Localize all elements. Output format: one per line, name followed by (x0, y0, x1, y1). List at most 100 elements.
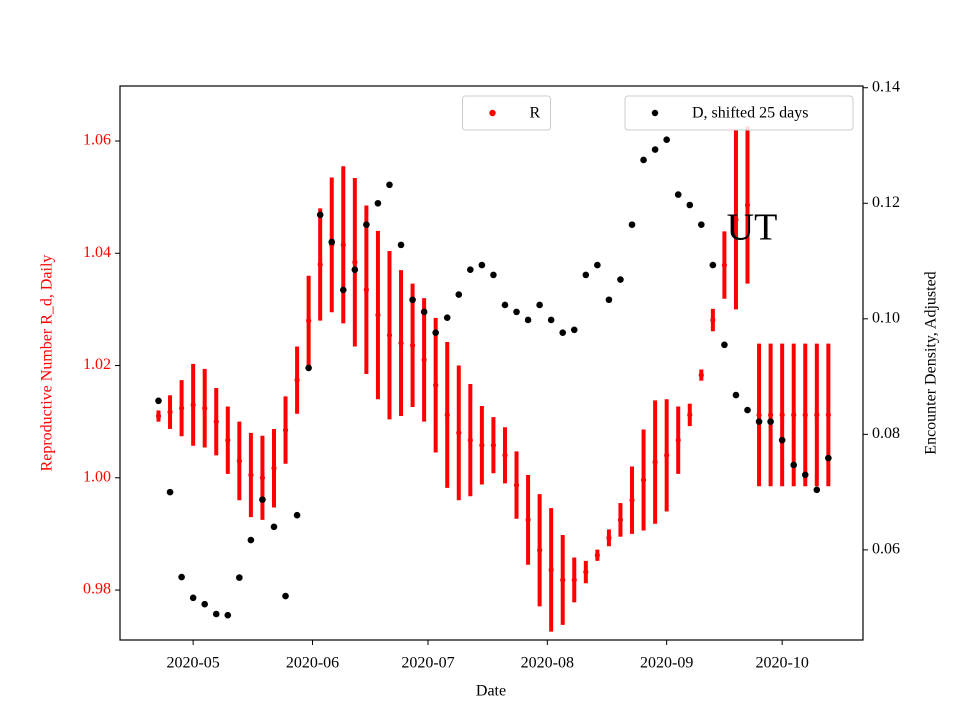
r-point (433, 382, 439, 388)
d-point (605, 296, 613, 304)
d-point (570, 326, 578, 334)
d-point (582, 271, 590, 279)
r-point (294, 377, 300, 383)
r-point (583, 569, 589, 575)
r-point (721, 262, 728, 268)
d-point (744, 406, 751, 414)
y2-tick-label: 0.12 (872, 194, 900, 211)
d-point (813, 486, 821, 494)
d-point (351, 266, 359, 274)
d-point (166, 488, 174, 496)
y-axis-label: Reproductive Number R_d, Daily (39, 255, 56, 472)
d-point (236, 574, 243, 581)
x-axis-label: Date (476, 683, 506, 700)
d-point (686, 201, 694, 209)
r-point (306, 318, 312, 324)
r-point (202, 405, 208, 411)
legend-marker (489, 109, 496, 117)
d-point (709, 261, 717, 269)
y2-tick-label: 0.06 (872, 541, 900, 558)
r-point (617, 517, 624, 523)
legend-box (462, 95, 551, 131)
legend-label: D, shifted 25 days (692, 105, 808, 122)
r-point (629, 497, 635, 503)
y2-tick-label: 0.14 (872, 78, 900, 95)
r-point (317, 261, 323, 268)
annotation: UT (727, 207, 778, 249)
r-point (490, 442, 497, 448)
r-point (386, 332, 393, 338)
d-point (247, 536, 255, 544)
r-point (710, 317, 716, 323)
y-tick-label: 1.02 (83, 356, 111, 373)
d-point (559, 329, 567, 336)
d-point (524, 316, 532, 324)
legend-label: R (530, 105, 541, 122)
d-point (155, 397, 162, 405)
r-point (606, 535, 612, 541)
d-point (386, 181, 393, 189)
r-point (502, 452, 508, 458)
r-point (802, 412, 808, 418)
d-point (259, 496, 266, 503)
d-point (801, 471, 809, 479)
d-point (305, 364, 312, 372)
r-point (421, 357, 427, 363)
r-point (687, 412, 693, 418)
y2-tick-label: 0.10 (872, 309, 900, 326)
r-point (375, 312, 381, 318)
d-point (224, 611, 232, 619)
y2-axis-label: Encounter Density, Adjusted (923, 271, 940, 454)
r-point (236, 458, 242, 464)
d-point (328, 238, 336, 246)
d-point (755, 418, 763, 425)
d-point (293, 511, 301, 519)
d-point (501, 301, 509, 309)
d-point (628, 221, 636, 228)
r-point (525, 517, 531, 523)
r-point (271, 465, 277, 471)
y-tick-label: 1.04 (83, 244, 111, 261)
axes-frame (119, 85, 864, 641)
d-point (420, 308, 428, 316)
d-point (363, 221, 370, 228)
r-point (594, 552, 600, 558)
d-point (467, 266, 474, 274)
r-point (178, 405, 185, 411)
d-point (790, 461, 798, 469)
legend-marker (651, 109, 659, 117)
d-point (825, 454, 832, 462)
r-point (825, 412, 831, 418)
d-point (513, 308, 520, 316)
d-point (455, 291, 463, 298)
d-point (189, 594, 197, 602)
r-point (814, 412, 820, 418)
r-point (744, 202, 751, 208)
d-point (732, 391, 740, 399)
d-point (674, 191, 682, 198)
x-tick-label: 2020-10 (755, 655, 808, 672)
d-point (339, 286, 347, 294)
r-point (225, 437, 231, 443)
d-point (663, 136, 670, 144)
d-point (490, 271, 497, 279)
d-point (721, 341, 728, 349)
plot-area (155, 126, 832, 632)
r-point (664, 452, 670, 458)
d-point (409, 296, 416, 304)
r-point (259, 475, 266, 481)
d-point (201, 600, 208, 608)
d-point (397, 241, 405, 249)
d-point (478, 261, 486, 269)
d-point (651, 146, 659, 153)
r-point (352, 259, 358, 265)
r-point (340, 242, 346, 248)
r-point (190, 402, 196, 408)
d-point (778, 436, 786, 444)
d-point (698, 221, 705, 228)
r-point (756, 412, 762, 418)
d-point (547, 316, 555, 324)
y-tick-label: 1.06 (83, 132, 111, 149)
d-point (178, 573, 185, 581)
